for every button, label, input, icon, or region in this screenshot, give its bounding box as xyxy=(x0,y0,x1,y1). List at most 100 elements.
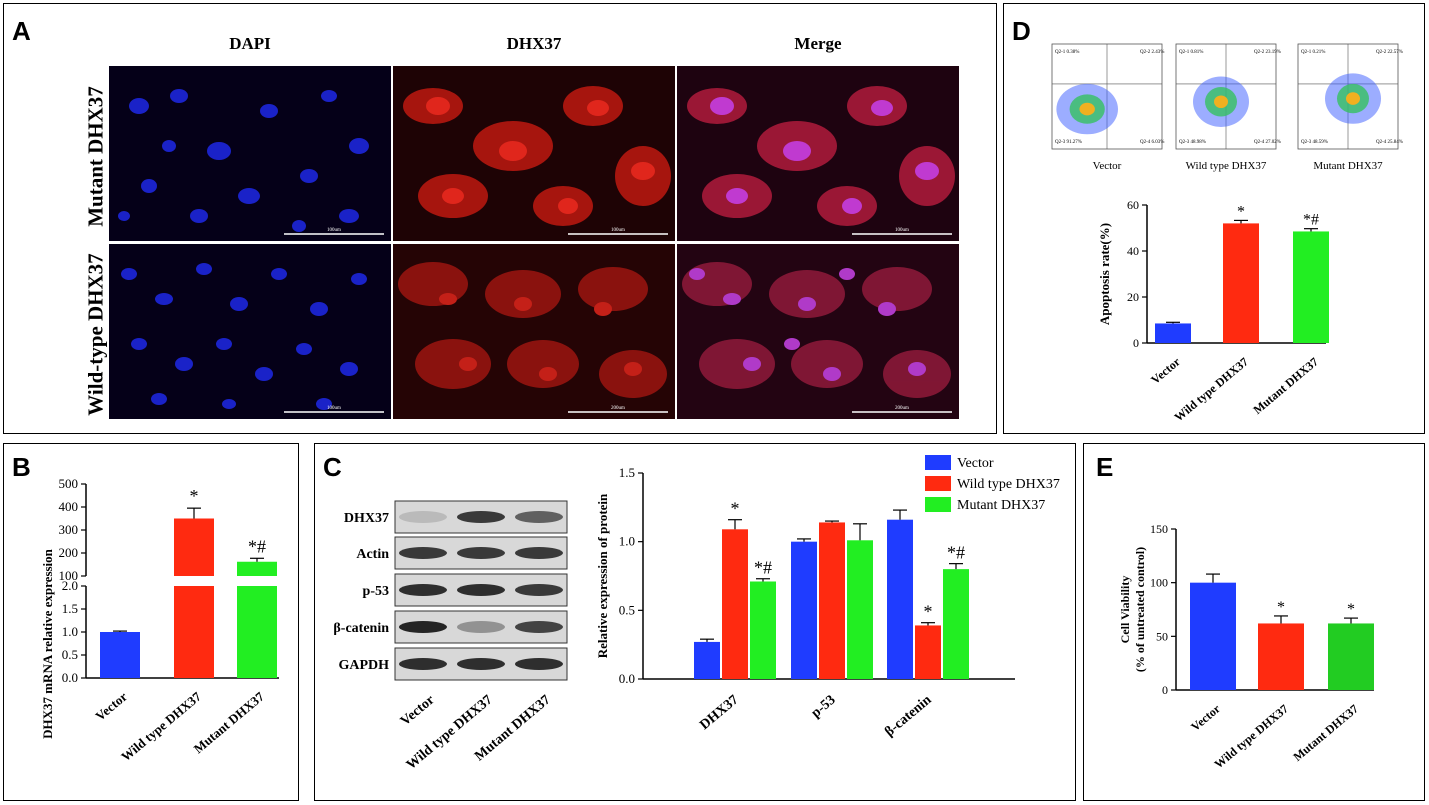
column-title-merge: Merge xyxy=(794,34,842,53)
flow-plot-label: Wild type DHX37 xyxy=(1186,160,1267,172)
y-tick-label: 1.5 xyxy=(62,601,78,616)
x-tick-label: Vector xyxy=(1188,701,1223,734)
flow-density xyxy=(1214,95,1228,109)
y-tick-label: 0.5 xyxy=(62,647,78,662)
protein-expression-chart: 0.0 0.5 1.0 1.5 Relative expression of prote… xyxy=(595,455,1060,740)
scalebar-label: 200um xyxy=(611,406,625,411)
significance-marker: * xyxy=(1277,599,1285,616)
x-tick-label: Wild type DHX37 xyxy=(1172,355,1251,425)
y-tick-label: 0.5 xyxy=(619,602,635,617)
blot-band xyxy=(457,658,505,670)
bar xyxy=(819,522,845,679)
scalebar-label: 200um xyxy=(895,406,909,411)
blot-band xyxy=(399,584,447,596)
blot-band xyxy=(515,584,563,596)
micrograph-mutant-dhx37: 100um xyxy=(393,66,675,241)
lane-label: Vector xyxy=(398,693,438,730)
panel-a-label: A xyxy=(12,16,31,46)
micrograph-mutant-dapi: 100um xyxy=(109,66,391,241)
y-axis-subtitle: (% of untreated control) xyxy=(1133,547,1147,672)
blot-band xyxy=(457,511,505,523)
x-tick-label: Vector xyxy=(92,689,130,724)
scalebar-label: 100um xyxy=(327,406,341,411)
panel-b: B 0.0 0.5 1.0 1.5 2.0 100 200 300 400 500 DHX37 mR… xyxy=(3,443,299,801)
y-axis-title: Apoptosis rate(%) xyxy=(1097,223,1112,325)
y-axis-title: Cell Viability xyxy=(1118,576,1132,644)
legend-label: Mutant DHX37 xyxy=(957,498,1045,513)
micrograph-wildtype-merge: 200um xyxy=(677,244,959,419)
y-tick-label: 100 xyxy=(59,568,79,583)
y-tick-label: 0 xyxy=(1133,336,1139,350)
blot-band xyxy=(399,621,447,633)
bar xyxy=(887,519,913,679)
column-title-dapi: DAPI xyxy=(229,34,271,53)
quadrant-label: Q2-4 25.84% xyxy=(1376,140,1403,145)
column-title-dhx37: DHX37 xyxy=(506,34,562,53)
panel-d-label: D xyxy=(1012,16,1031,46)
quadrant-label: Q2-1 0.38% xyxy=(1055,50,1079,55)
cell-viability-chart: 0 50 100 150 Cell Viability (% of untreated c… xyxy=(1118,522,1374,772)
legend-swatch xyxy=(925,455,951,470)
bar xyxy=(791,541,817,679)
blot-band xyxy=(399,511,447,523)
x-tick-label: DHX37 xyxy=(697,693,741,733)
y-tick-label: 1.5 xyxy=(619,465,635,480)
blot-band xyxy=(515,511,563,523)
flow-density xyxy=(1079,102,1095,116)
y-tick-label: 0.0 xyxy=(619,671,635,686)
panel-c: C DHX37 Actin p-53 β-catenin GAPDH Vector Wild… xyxy=(314,443,1076,801)
quadrant-label: Q2-3 91.27% xyxy=(1055,140,1082,145)
quadrant-label: Q2-4 6.03% xyxy=(1140,140,1164,145)
significance-marker: * xyxy=(731,499,740,519)
x-tick-label: p-53 xyxy=(809,693,839,721)
panel-b-label: B xyxy=(12,452,31,482)
x-tick-label: Mutant DHX37 xyxy=(1290,702,1361,764)
legend-label: Vector xyxy=(957,456,994,471)
y-tick-label: 50 xyxy=(1156,629,1168,643)
y-tick-label: 1.0 xyxy=(619,534,635,549)
blot-band xyxy=(399,658,447,670)
bar xyxy=(1328,623,1374,690)
y-tick-label: 0 xyxy=(1162,683,1168,697)
x-tick-label: β-catenin xyxy=(882,692,934,739)
panel-c-label: C xyxy=(323,452,342,482)
legend-swatch xyxy=(925,497,951,512)
y-tick-label: 150 xyxy=(1150,522,1168,536)
x-tick-label: Wild type DHX37 xyxy=(1212,702,1291,772)
significance-marker: *# xyxy=(1303,212,1319,229)
bar xyxy=(1293,231,1329,343)
bar xyxy=(1155,323,1191,343)
row-title-mutant: Mutant DHX37 xyxy=(83,86,108,227)
micrograph-wildtype-dhx37: 200um xyxy=(393,244,675,419)
quadrant-label: Q2-1 0.81% xyxy=(1179,50,1203,55)
quadrant-label: Q2-2 23.19% xyxy=(1254,50,1281,55)
y-tick-label: 300 xyxy=(59,522,79,537)
bar-lower xyxy=(174,586,214,678)
scalebar-label: 100um xyxy=(611,228,625,233)
apoptosis-chart: 0 20 40 60 Apoptosis rate(%) Vector * Wild type… xyxy=(1097,198,1329,425)
bar xyxy=(847,540,873,679)
significance-marker: *# xyxy=(248,536,266,556)
blot-label: p-53 xyxy=(363,584,389,599)
x-tick-label: Mutant DHX37 xyxy=(1250,355,1321,417)
blot-label: β-catenin xyxy=(333,621,389,636)
blot-band xyxy=(515,547,563,559)
y-tick-label: 100 xyxy=(1150,576,1168,590)
scalebar-label: 100um xyxy=(895,228,909,233)
bar xyxy=(1190,582,1236,690)
micrograph-mutant-merge: 100um xyxy=(677,66,959,241)
flow-cytometry-plots: Q2-1 0.38% Q2-2 2.43% Q2-3 91.27% Q2-4 6.03… xyxy=(1051,43,1403,172)
y-tick-label: 40 xyxy=(1127,244,1139,258)
panel-a: A DAPI DHX37 Merge Mutant DHX37 Wild-typ… xyxy=(3,3,997,434)
significance-marker: * xyxy=(190,486,199,506)
significance-marker: * xyxy=(1347,601,1355,618)
bar-upper xyxy=(174,518,214,576)
x-tick-label: Vector xyxy=(1148,354,1183,387)
blot-band xyxy=(457,584,505,596)
significance-marker: * xyxy=(1237,203,1245,220)
scalebar-label: 100um xyxy=(327,228,341,233)
significance-marker: *# xyxy=(947,543,965,563)
flow-density xyxy=(1346,92,1360,105)
